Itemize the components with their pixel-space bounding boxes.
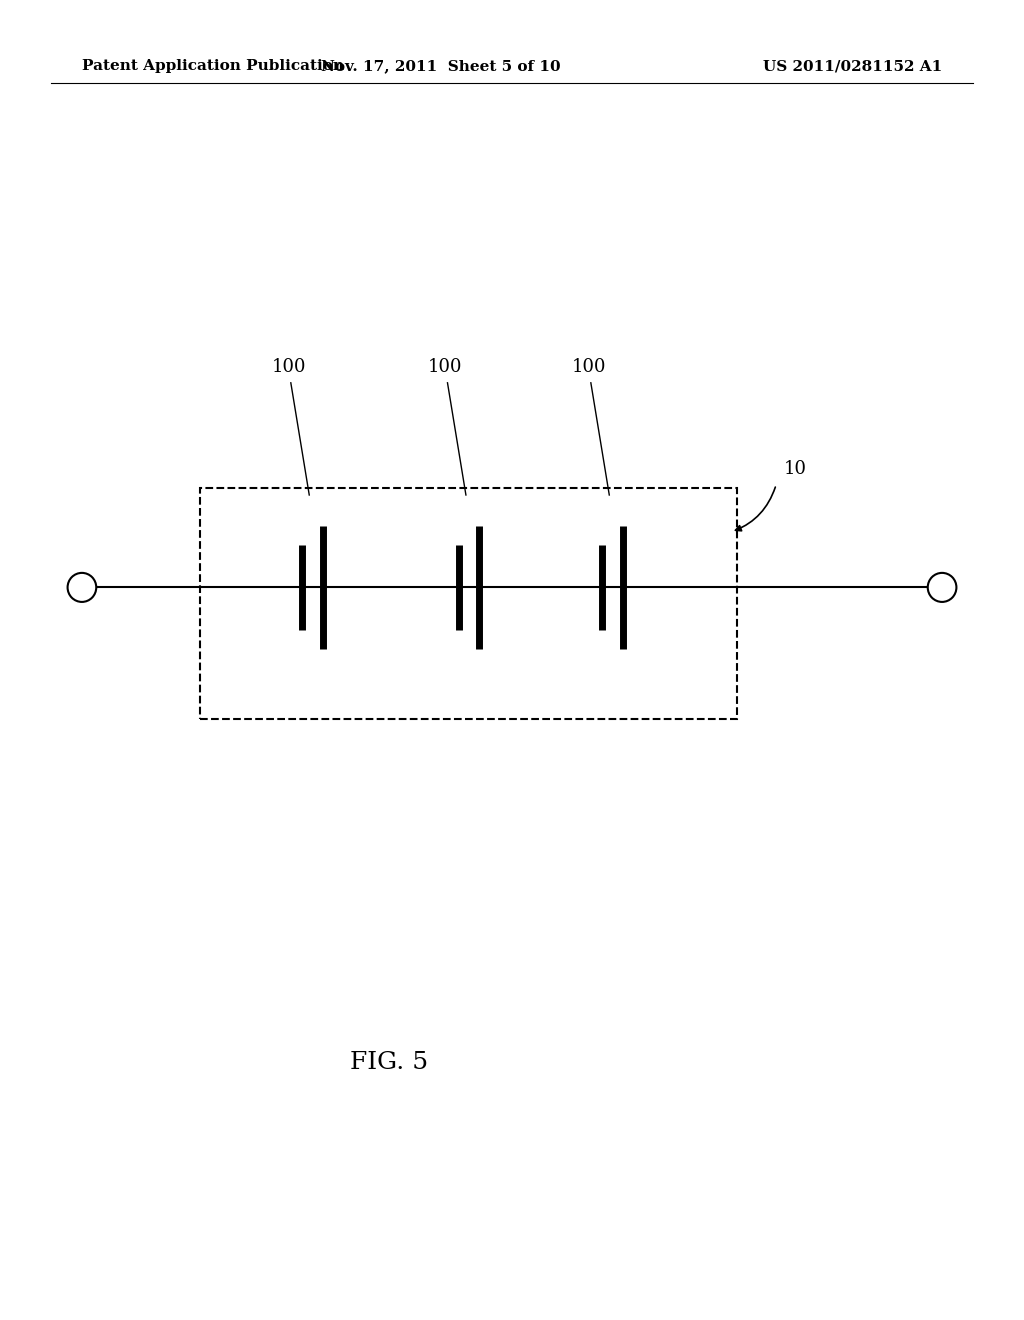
Ellipse shape bbox=[928, 573, 956, 602]
Text: 100: 100 bbox=[428, 358, 463, 376]
Text: 100: 100 bbox=[271, 358, 306, 376]
Text: 100: 100 bbox=[571, 358, 606, 376]
Text: US 2011/0281152 A1: US 2011/0281152 A1 bbox=[763, 59, 942, 74]
Bar bbox=[200, 488, 737, 719]
Text: Nov. 17, 2011  Sheet 5 of 10: Nov. 17, 2011 Sheet 5 of 10 bbox=[321, 59, 560, 74]
Text: 10: 10 bbox=[783, 459, 806, 478]
Text: Patent Application Publication: Patent Application Publication bbox=[82, 59, 344, 74]
Ellipse shape bbox=[68, 573, 96, 602]
Text: FIG. 5: FIG. 5 bbox=[350, 1051, 428, 1074]
